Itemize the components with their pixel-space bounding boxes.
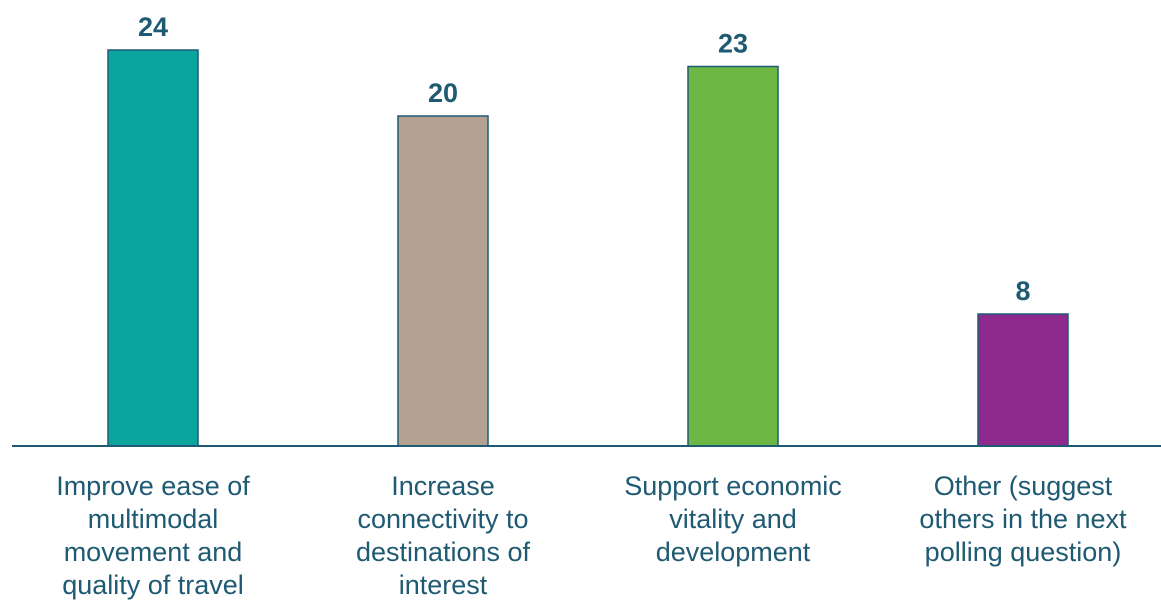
- bar-2: [397, 115, 489, 447]
- category-label-3: Support economic vitality and developmen…: [624, 471, 842, 567]
- bar-4: [977, 313, 1069, 447]
- value-label-3: 23: [718, 29, 748, 59]
- category-label-4: Other (suggest others in the next pollin…: [919, 471, 1127, 567]
- value-label-4: 8: [1015, 276, 1030, 306]
- bars-group: [107, 49, 1069, 447]
- bar-1: [107, 49, 199, 447]
- category-label-2: Increase connectivity to destinations of…: [355, 471, 531, 600]
- value-label-1: 24: [138, 12, 168, 42]
- value-labels-group: 24 20 23 8: [138, 12, 1031, 306]
- value-label-2: 20: [428, 78, 458, 108]
- category-label-1: Improve ease of multimodal movement and …: [56, 471, 250, 600]
- bar-3: [687, 65, 779, 447]
